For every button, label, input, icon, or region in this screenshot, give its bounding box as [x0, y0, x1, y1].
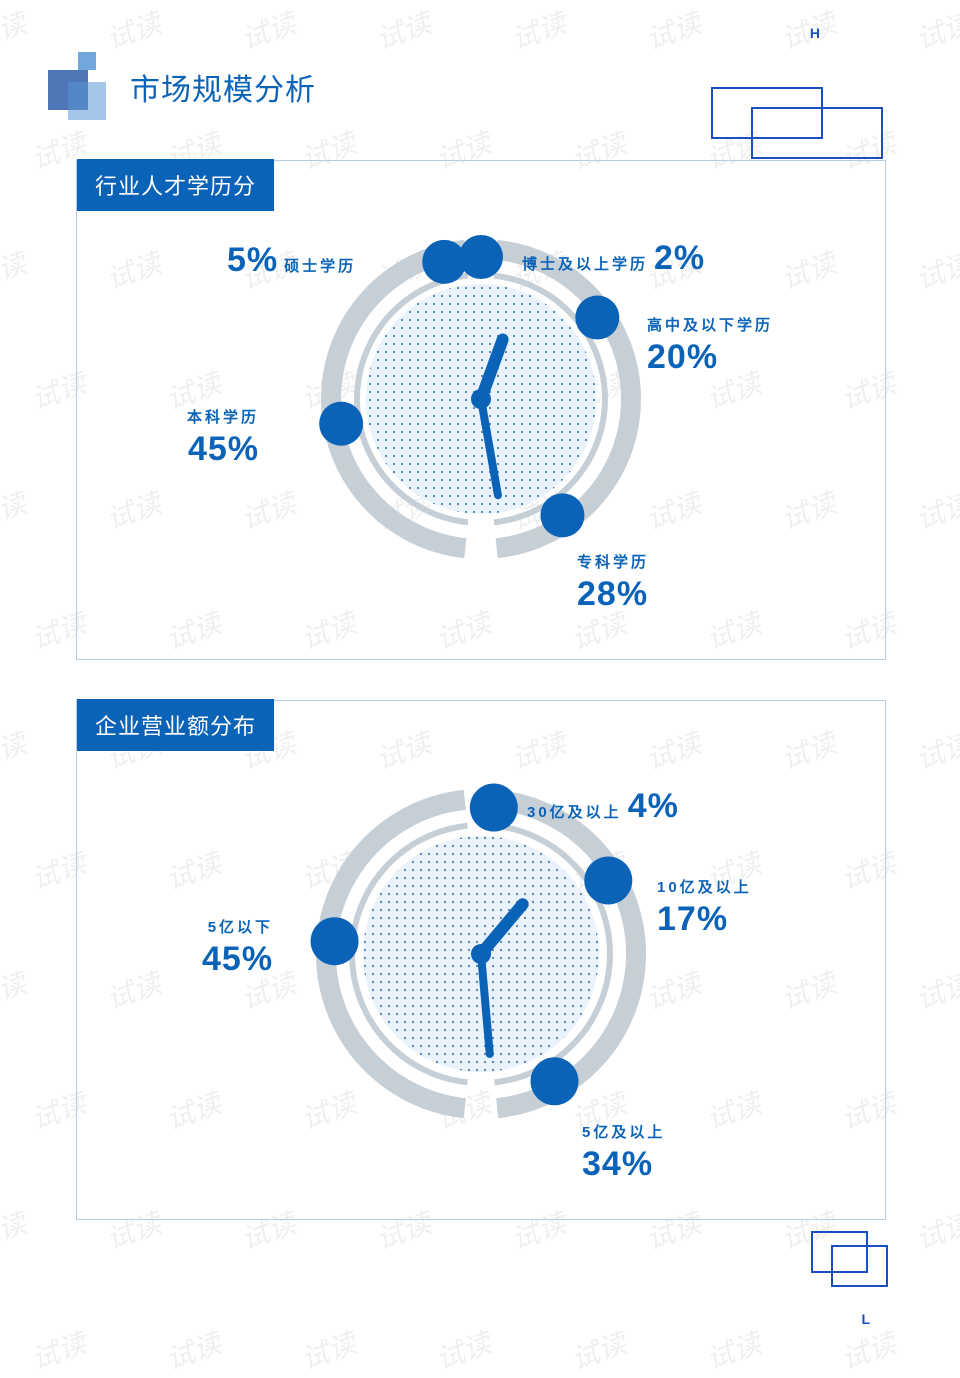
label-highschool: 高中及以下学历 20% [647, 317, 773, 378]
panel-education: 行业人才学历分 5% 硕士学历 博士及以上学历 2% 高中及以下学历 20% 专… [76, 160, 886, 660]
page-header: 市场规模分析 [48, 52, 316, 122]
label-college: 专科学历 28% [577, 554, 649, 615]
panel-tab: 企业营业额分布 [77, 699, 274, 751]
label-bachelor: 本科学历 45% [187, 409, 259, 470]
panel-revenue: 企业营业额分布 30亿及以上 4% 10亿及以上 17% 5亿及以上 34% 5… [76, 700, 886, 1220]
page-title: 市场规模分析 [130, 65, 316, 109]
label-5yi-down: 5亿以下 45% [202, 919, 273, 980]
panel-body: 30亿及以上 4% 10亿及以上 17% 5亿及以上 34% 5亿以下 45% [77, 749, 885, 1219]
deco-boxes-top [702, 78, 892, 173]
clock-chart-2 [306, 779, 656, 1134]
clock-chart-1 [311, 229, 651, 574]
label-masters: 5% 硕士学历 [227, 239, 356, 282]
header-icon [48, 52, 118, 122]
label-10yi: 10亿及以上 17% [657, 879, 752, 940]
panel-tab: 行业人才学历分 [77, 159, 274, 211]
label-30yi: 30亿及以上 4% [527, 785, 679, 828]
corner-marker-l: L [861, 1311, 870, 1327]
label-phd: 博士及以上学历 2% [522, 237, 705, 280]
deco-boxes-bottom [804, 1224, 894, 1299]
label-5yi-up: 5亿及以上 34% [582, 1124, 665, 1185]
corner-marker-h: H [810, 25, 820, 41]
panel-body: 5% 硕士学历 博士及以上学历 2% 高中及以下学历 20% 专科学历 28% … [77, 209, 885, 659]
